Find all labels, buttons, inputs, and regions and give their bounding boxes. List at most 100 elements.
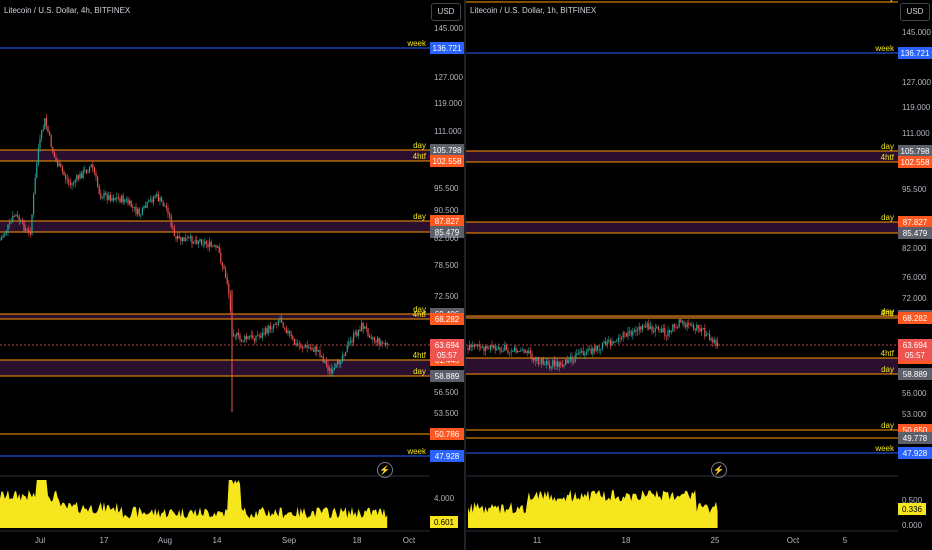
level-label: week bbox=[874, 44, 895, 53]
candle-body bbox=[558, 362, 560, 368]
x-axis-tick-label: 5 bbox=[843, 536, 848, 545]
candle-body bbox=[98, 186, 100, 194]
candle-body bbox=[221, 262, 223, 267]
candle-body bbox=[111, 197, 113, 201]
candle-body bbox=[217, 246, 219, 248]
candle-body bbox=[552, 360, 554, 368]
candle-body bbox=[332, 369, 334, 374]
candle-body bbox=[268, 325, 270, 333]
y-axis-tick-label: 82.000 bbox=[902, 244, 927, 253]
candle-body bbox=[293, 338, 295, 345]
candle-body bbox=[630, 331, 632, 336]
pane-divider[interactable] bbox=[464, 0, 466, 550]
candle-body bbox=[133, 206, 135, 208]
candle-body bbox=[50, 134, 52, 148]
candle-body bbox=[378, 338, 380, 345]
candle-body bbox=[587, 349, 589, 352]
candle-body bbox=[675, 327, 677, 329]
candle-body bbox=[611, 341, 613, 346]
candle-body bbox=[606, 341, 608, 345]
candle-body bbox=[709, 334, 711, 341]
candle-body bbox=[279, 317, 281, 321]
candle-body bbox=[274, 324, 276, 325]
candle-body bbox=[520, 350, 522, 352]
candle-body bbox=[525, 351, 527, 353]
chart-title: Litecoin / U.S. Dollar, 4h, BITFINEX bbox=[4, 6, 131, 15]
candle-body bbox=[493, 345, 495, 348]
candle-body bbox=[162, 201, 164, 207]
candle-body bbox=[53, 152, 55, 158]
candle-body bbox=[159, 197, 161, 202]
candle-body bbox=[486, 346, 488, 349]
candle-body bbox=[234, 335, 236, 337]
candle-body bbox=[236, 332, 238, 337]
candle-body bbox=[707, 334, 709, 335]
level-price-tag bbox=[430, 144, 464, 156]
candle-body bbox=[309, 347, 311, 349]
candle-body bbox=[653, 331, 655, 332]
candle-body bbox=[353, 334, 355, 343]
candle-body bbox=[614, 341, 616, 343]
candle-body bbox=[197, 241, 199, 244]
y-axis-tick-label: 119.000 bbox=[902, 103, 931, 112]
candle-body bbox=[250, 335, 252, 338]
candle-body bbox=[146, 202, 148, 208]
lightning-icon[interactable]: ⚡ bbox=[377, 462, 393, 478]
level-band bbox=[466, 151, 898, 162]
lightning-icon[interactable]: ⚡ bbox=[711, 462, 727, 478]
chart-pane-left[interactable]: Litecoin / U.S. Dollar, 4h, BITFINEX USD… bbox=[0, 0, 464, 550]
price-chart-canvas[interactable]: day week 136.721 day 105.798 4htf 102.558 day 87… bbox=[466, 0, 932, 550]
candle-body bbox=[284, 327, 286, 329]
candle-body bbox=[473, 344, 475, 347]
volume-axis-tick: 4.000 bbox=[434, 494, 455, 503]
candle-body bbox=[325, 360, 327, 365]
candle-body bbox=[654, 327, 656, 332]
chart-pane-right[interactable]: Litecoin / U.S. Dollar, 1h, BITFINEX USD… bbox=[466, 0, 932, 550]
candle-body bbox=[306, 345, 308, 348]
candle-body bbox=[333, 367, 335, 370]
level-price-tag bbox=[430, 226, 464, 238]
candle-body bbox=[601, 343, 603, 349]
level-price-tag bbox=[430, 370, 464, 382]
candle-body bbox=[597, 345, 599, 350]
level-price-tag bbox=[430, 428, 464, 440]
level-band bbox=[0, 150, 430, 161]
candle-body bbox=[507, 350, 509, 353]
candle-body bbox=[143, 206, 145, 208]
candle-body bbox=[101, 197, 103, 199]
candle-body bbox=[210, 241, 212, 246]
candle-body bbox=[662, 328, 664, 333]
price-chart-canvas[interactable]: week 136.721 day 105.798 4htf 102.558 day 87.82… bbox=[0, 0, 464, 550]
volume-value-tag bbox=[898, 503, 926, 515]
candle-body bbox=[180, 237, 182, 242]
candle-body bbox=[542, 358, 544, 365]
candle-body bbox=[2, 235, 4, 237]
candle-body bbox=[225, 268, 227, 278]
candle-body bbox=[521, 349, 523, 351]
x-axis-tick-label: 17 bbox=[100, 536, 109, 545]
candle-body bbox=[194, 240, 196, 242]
candle-body bbox=[624, 332, 626, 334]
y-axis-tick-label: 72.500 bbox=[434, 292, 459, 301]
candle-body bbox=[181, 237, 183, 242]
candle-body bbox=[633, 329, 635, 332]
chart-title: Litecoin / U.S. Dollar, 1h, BITFINEX bbox=[470, 6, 597, 15]
candle-body bbox=[680, 319, 682, 323]
candle-body bbox=[1, 236, 3, 240]
candle-body bbox=[117, 197, 119, 199]
currency-button[interactable]: USD bbox=[900, 3, 930, 21]
candle-body bbox=[319, 350, 321, 357]
candle-body bbox=[66, 178, 68, 181]
candle-body bbox=[557, 361, 559, 368]
candle-body bbox=[608, 340, 610, 342]
candle-body bbox=[185, 238, 187, 242]
currency-button[interactable]: USD bbox=[431, 3, 461, 21]
candle-body bbox=[220, 252, 222, 263]
candle-body bbox=[244, 335, 246, 341]
level-price-label: 102.558 bbox=[433, 157, 462, 166]
candle-body bbox=[577, 353, 579, 355]
level-price-label: 85.479 bbox=[435, 228, 460, 237]
candle-body bbox=[467, 348, 469, 350]
candle-body bbox=[258, 335, 260, 337]
candle-body bbox=[82, 170, 84, 179]
